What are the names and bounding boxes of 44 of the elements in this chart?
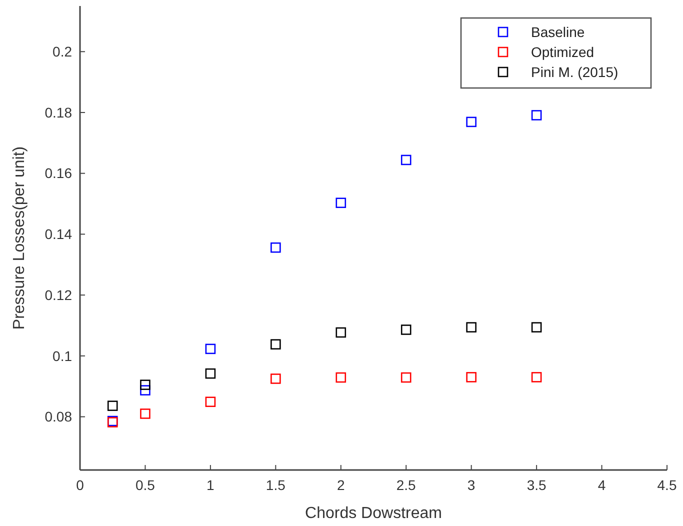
- y-tick-label: 0.18: [44, 104, 72, 120]
- point: [205, 396, 216, 407]
- point: [140, 385, 150, 396]
- point: [270, 242, 281, 253]
- legend-label: Baseline: [531, 24, 585, 40]
- y-tick-label: 0.16: [44, 165, 72, 182]
- x-tick-label: 0.5: [135, 477, 156, 493]
- x-tick-label: 4: [598, 477, 606, 493]
- x-tick-label: 3: [467, 477, 476, 493]
- point: [140, 408, 150, 419]
- x-tick-label: 3.5: [526, 477, 546, 493]
- y-tick-label: 0.12: [44, 286, 72, 303]
- point: [336, 198, 346, 208]
- point: [205, 368, 216, 379]
- y-tick-label: 0.08: [44, 408, 72, 425]
- point: [400, 324, 412, 335]
- y-axis-title: Pressure Losses(per unit): [11, 146, 28, 330]
- legend-label: Pini M. (2015): [531, 64, 618, 80]
- point: [336, 372, 346, 383]
- point: [531, 372, 542, 382]
- y-tick-label: 0.14: [44, 226, 72, 242]
- point: [205, 344, 216, 354]
- point: [336, 327, 346, 338]
- point: [107, 400, 118, 411]
- point: [400, 154, 412, 166]
- x-tick-label: 0: [76, 477, 84, 493]
- x-tick-label: 2: [336, 477, 345, 493]
- point: [270, 374, 281, 384]
- x-tick-label: 4.5: [657, 477, 677, 493]
- y-tick-label: 0.2: [52, 44, 72, 60]
- point: [270, 339, 281, 350]
- point: [400, 372, 412, 383]
- y-tick-label: 0.1: [52, 348, 72, 364]
- x-axis-title: Chords Dowstream: [305, 505, 442, 522]
- x-tick-label: 1: [206, 477, 215, 493]
- point: [466, 322, 476, 332]
- legend-label: Optimized: [531, 44, 594, 60]
- point: [466, 372, 476, 382]
- point: [140, 380, 150, 390]
- point: [531, 110, 542, 120]
- point: [531, 322, 542, 332]
- point: [466, 116, 476, 128]
- x-tick-label: 2.5: [396, 477, 416, 493]
- x-tick-label: 1.5: [266, 477, 286, 493]
